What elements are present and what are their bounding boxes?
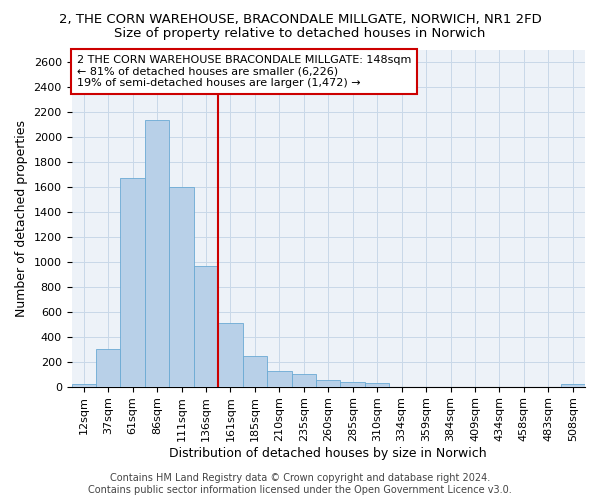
Bar [316, 380, 340, 386]
X-axis label: Distribution of detached houses by size in Norwich: Distribution of detached houses by size … [169, 447, 487, 460]
Bar [169, 187, 194, 386]
Bar [194, 266, 218, 386]
Bar [71, 384, 96, 386]
Text: 2, THE CORN WAREHOUSE, BRACONDALE MILLGATE, NORWICH, NR1 2FD: 2, THE CORN WAREHOUSE, BRACONDALE MILLGA… [59, 12, 541, 26]
Bar [96, 350, 121, 387]
Bar [267, 371, 292, 386]
Bar [292, 374, 316, 386]
Bar [365, 383, 389, 386]
Bar [121, 178, 145, 386]
Bar [145, 120, 169, 386]
Text: Size of property relative to detached houses in Norwich: Size of property relative to detached ho… [115, 28, 485, 40]
Text: Contains HM Land Registry data © Crown copyright and database right 2024.
Contai: Contains HM Land Registry data © Crown c… [88, 474, 512, 495]
Bar [560, 384, 585, 386]
Bar [340, 382, 365, 386]
Bar [242, 356, 267, 386]
Text: 2 THE CORN WAREHOUSE BRACONDALE MILLGATE: 148sqm
← 81% of detached houses are sm: 2 THE CORN WAREHOUSE BRACONDALE MILLGATE… [77, 55, 411, 88]
Y-axis label: Number of detached properties: Number of detached properties [15, 120, 28, 317]
Bar [218, 323, 242, 386]
